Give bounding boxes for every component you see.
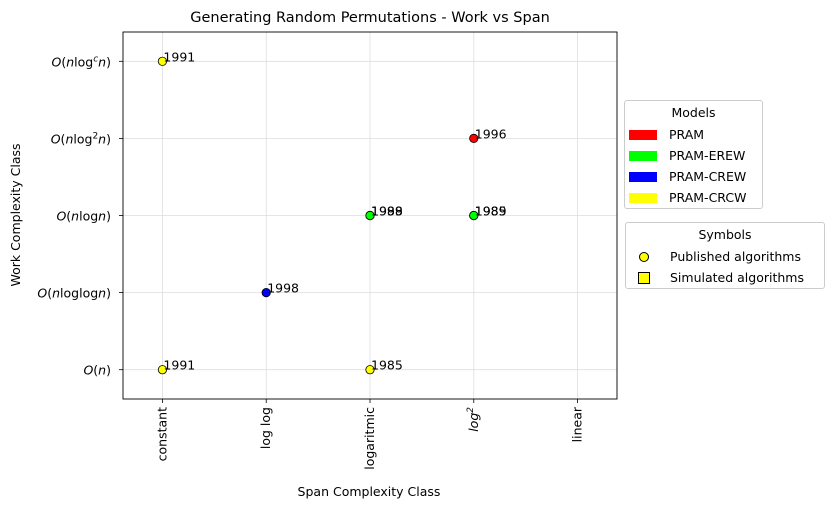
legend-item-published-algorithms: Published algorithms bbox=[626, 246, 824, 267]
data-point bbox=[157, 56, 168, 66]
legend-swatch bbox=[629, 129, 657, 140]
data-label: 1991 bbox=[163, 358, 195, 373]
y-tick-label-o-nlog2n: O(nlog2n) bbox=[51, 131, 111, 146]
data-label: 1989 bbox=[371, 204, 403, 219]
data-label: 1998 bbox=[267, 281, 299, 296]
x-axis-label: Span Complexity Class bbox=[298, 484, 441, 499]
square-icon bbox=[630, 271, 658, 284]
x-axis: constant log log logaritmic log2 linear bbox=[154, 399, 585, 470]
data-label: 1989 bbox=[475, 204, 507, 219]
data-point bbox=[365, 365, 375, 375]
x-tick-label-linear: linear bbox=[570, 406, 585, 442]
symbols-legend-title: Symbols bbox=[698, 227, 752, 242]
data-point bbox=[469, 133, 479, 143]
models-legend: Models PRAM PRAM-EREW PRAM-CREW PRAM-CRCW bbox=[624, 100, 763, 209]
data-point bbox=[261, 288, 271, 298]
legend-swatch bbox=[629, 171, 657, 182]
symbols-legend: Symbols Published algorithms Simulated al… bbox=[625, 222, 825, 289]
legend-swatch bbox=[629, 150, 657, 161]
y-tick-label-o-n: O(n) bbox=[83, 363, 111, 378]
legend-item-pram-erew: PRAM-EREW bbox=[625, 145, 762, 166]
data-label: 1991 bbox=[163, 49, 195, 64]
data-point bbox=[469, 210, 479, 221]
x-tick-label-log-log: log log bbox=[258, 407, 273, 449]
data-label: 1985 bbox=[475, 204, 507, 219]
legend-item-simulated-algorithms: Simulated algorithms bbox=[626, 267, 824, 288]
legend-label: PRAM-CRCW bbox=[669, 190, 747, 205]
legend-swatch bbox=[629, 192, 657, 203]
data-label: 1998 bbox=[371, 204, 403, 219]
chart-title: Generating Random Permutations - Work vs… bbox=[190, 10, 550, 26]
legend-label: PRAM-CREW bbox=[669, 169, 747, 184]
y-axis: O(n) O(nloglogn) O(nlogn) O(nlog2n) O(nlogcn… bbox=[37, 54, 123, 378]
circle-icon bbox=[630, 251, 658, 262]
y-tick-label-o-nlogn: O(nlogn) bbox=[56, 209, 111, 224]
data-label: 1985 bbox=[371, 358, 403, 373]
legend-label: Simulated algorithms bbox=[670, 270, 804, 285]
y-tick-label-o-nlogcn: O(nlogcn) bbox=[51, 54, 111, 69]
x-tick-label-constant: constant bbox=[154, 407, 169, 461]
legend-label: Published algorithms bbox=[670, 249, 801, 264]
y-tick-label-o-nloglogn: O(nloglogn) bbox=[37, 286, 111, 301]
data-label: 1996 bbox=[475, 126, 507, 141]
legend-item-pram-crew: PRAM-CREW bbox=[625, 166, 762, 187]
data-point bbox=[365, 210, 375, 221]
x-tick-label-logaritmic: logaritmic bbox=[362, 407, 377, 470]
y-axis-label: Work Complexity Class bbox=[8, 143, 23, 286]
x-tick-label-log2: log2 bbox=[466, 407, 481, 432]
legend-label: PRAM bbox=[669, 127, 705, 142]
data-point bbox=[157, 365, 168, 375]
legend-item-pram: PRAM bbox=[625, 124, 762, 145]
models-legend-title: Models bbox=[671, 105, 716, 120]
legend-item-pram-crcw: PRAM-CRCW bbox=[625, 187, 762, 208]
legend-label: PRAM-EREW bbox=[669, 148, 746, 163]
